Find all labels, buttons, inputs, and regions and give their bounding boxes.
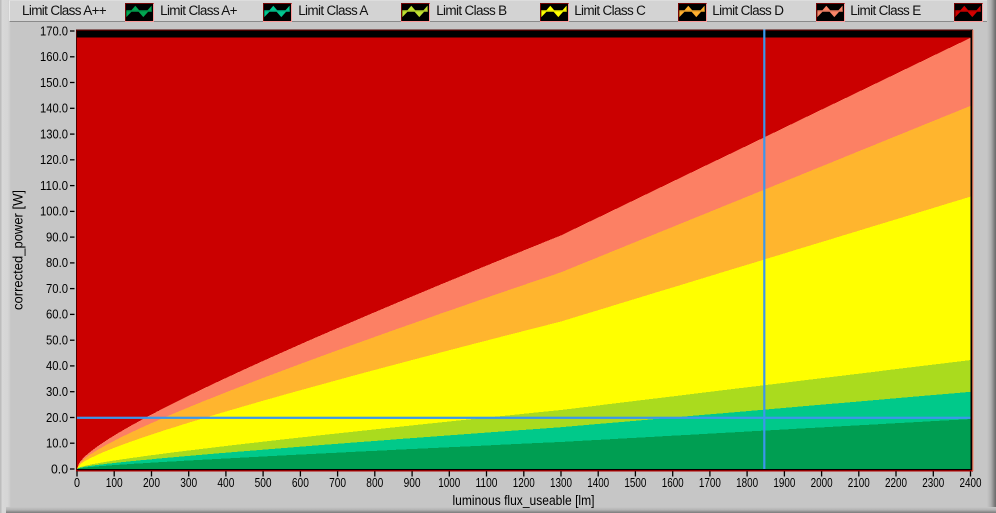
svg-text:1900: 1900 [773, 476, 795, 490]
svg-text:100: 100 [106, 476, 123, 490]
svg-text:0.0: 0.0 [51, 462, 68, 476]
svg-text:1100: 1100 [476, 476, 498, 490]
svg-text:2400: 2400 [960, 476, 982, 490]
svg-text:80.0: 80.0 [46, 256, 68, 270]
svg-text:700: 700 [329, 476, 346, 490]
svg-text:110.0: 110.0 [40, 179, 68, 193]
svg-text:900: 900 [404, 476, 421, 490]
svg-text:500: 500 [255, 476, 272, 490]
svg-text:90.0: 90.0 [46, 230, 68, 244]
svg-text:1600: 1600 [662, 476, 684, 490]
svg-text:400: 400 [217, 476, 234, 490]
svg-text:1800: 1800 [736, 476, 758, 490]
svg-text:1400: 1400 [587, 476, 609, 490]
svg-text:corrected_power [W]: corrected_power [W] [11, 190, 26, 310]
svg-text:30.0: 30.0 [46, 385, 68, 399]
svg-text:600: 600 [292, 476, 309, 490]
svg-text:50.0: 50.0 [46, 334, 68, 348]
svg-text:60.0: 60.0 [46, 308, 68, 322]
svg-text:1700: 1700 [699, 476, 721, 490]
svg-text:300: 300 [180, 476, 197, 490]
svg-text:800: 800 [366, 476, 383, 490]
svg-text:1200: 1200 [513, 476, 535, 490]
svg-text:160.0: 160.0 [40, 50, 68, 64]
svg-text:0: 0 [74, 476, 80, 490]
svg-text:200: 200 [143, 476, 160, 490]
svg-text:1500: 1500 [624, 476, 646, 490]
svg-text:2000: 2000 [811, 476, 833, 490]
svg-text:130.0: 130.0 [40, 127, 68, 141]
svg-text:40.0: 40.0 [46, 359, 68, 373]
svg-text:150.0: 150.0 [40, 76, 68, 90]
svg-text:1300: 1300 [550, 476, 572, 490]
svg-text:10.0: 10.0 [46, 437, 68, 451]
svg-text:20.0: 20.0 [46, 411, 68, 425]
svg-text:100.0: 100.0 [40, 205, 68, 219]
svg-text:2300: 2300 [922, 476, 944, 490]
svg-text:2200: 2200 [885, 476, 907, 490]
svg-text:1000: 1000 [438, 476, 460, 490]
svg-text:70.0: 70.0 [46, 282, 68, 296]
svg-text:170.0: 170.0 [40, 24, 68, 38]
svg-text:120.0: 120.0 [40, 153, 68, 167]
svg-text:luminous flux_useable [lm]: luminous flux_useable [lm] [453, 493, 595, 508]
svg-text:2100: 2100 [848, 476, 870, 490]
svg-text:140.0: 140.0 [40, 102, 68, 116]
